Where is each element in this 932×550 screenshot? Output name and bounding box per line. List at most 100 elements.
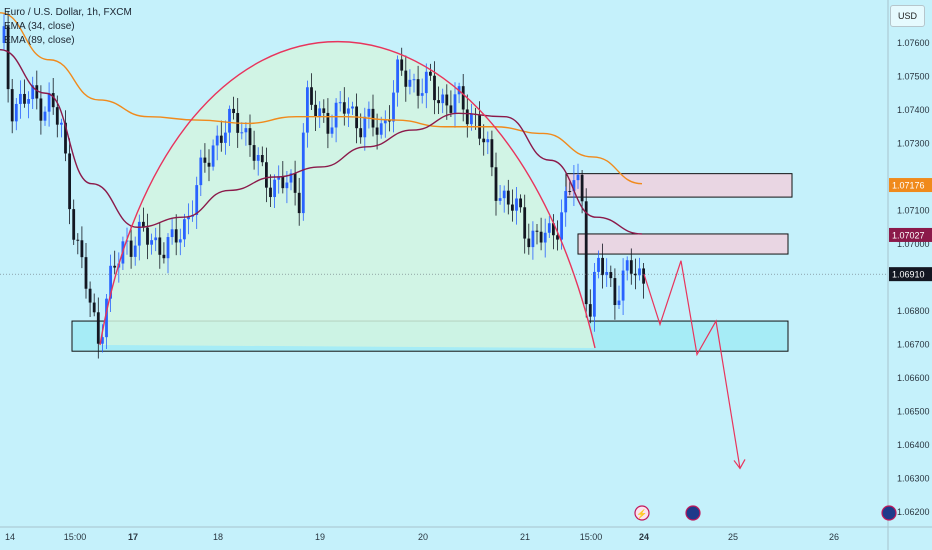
candle-body [310,87,313,105]
candle-body [535,230,539,232]
candle-body [593,271,596,317]
ema34-line [0,49,643,235]
candle-body [613,278,617,306]
candle-body [511,204,514,211]
candle-body [64,122,67,154]
candle-body [207,162,211,167]
candle-body [359,128,363,138]
candle-body [564,191,568,213]
candle-body [347,108,350,114]
candle-body [297,192,301,214]
candle-body [55,107,59,125]
x-tick-label: 21 [520,532,530,542]
candle-body [228,108,231,133]
candle-body [515,198,518,211]
candle-body [92,302,96,313]
x-tick-label: 18 [213,532,223,542]
y-tick-label: 1.06800 [897,306,930,316]
x-tick-label: 20 [418,532,428,542]
event-icon-flash[interactable] [634,505,650,521]
y-tick-label: 1.06600 [897,373,930,383]
zone-resistance-upper [565,173,793,198]
candle-body [277,176,281,180]
candle-body [232,108,235,114]
y-tick-label: 1.07100 [897,206,930,216]
candle-body [605,272,609,276]
candle-body [260,154,264,163]
candle-body [96,312,100,344]
candle-body [146,227,149,245]
candle-body [597,257,600,272]
candle-body [556,235,559,240]
candle-body [109,265,112,299]
candle-body [244,128,248,133]
candle-body [72,209,76,240]
candle-body [400,59,404,71]
symbol-title: Euro / U.S. Dollar, 1h, FXCM [4,7,132,18]
candle-body [543,232,547,243]
candle-body [137,221,141,246]
candle-body [150,240,153,245]
y-tick-label: 1.07400 [897,105,930,115]
y-tick-label: 1.07300 [897,139,930,149]
candle-body [461,86,465,110]
currency-button[interactable]: USD [890,5,925,27]
candle-body [129,240,133,257]
candle-body [486,139,490,143]
candle-body [101,337,104,344]
candle-body [408,79,412,87]
candle-body [195,185,199,215]
candle-body [367,108,371,117]
candle-body [429,71,432,76]
candle-body [437,100,440,104]
price-badge [889,267,932,282]
candle-body [187,216,190,220]
x-tick-label: 15:00 [64,532,87,542]
candle-body [576,174,580,181]
candle-body [629,260,633,274]
y-tick-label: 1.07600 [897,38,930,48]
candle-body [219,135,223,143]
candle-body [178,239,182,243]
candle-body [527,238,531,248]
candle-body [498,198,502,201]
y-tick-label: 1.06400 [897,440,930,450]
candle-body [453,94,457,113]
candle-body [2,26,6,43]
candle-body [162,254,166,259]
x-tick-label: 17 [128,532,138,542]
candle-body [490,139,494,168]
rounding-top-arc [99,41,596,349]
candle-body [203,157,207,163]
event-icon-flag-1[interactable] [685,505,701,521]
event-icon-flag-2[interactable] [881,505,897,521]
candle-body [625,260,629,271]
candle-body [330,127,334,134]
candle-body [445,94,449,106]
candle-body [638,268,641,276]
legend-ema89[interactable]: EMA (89, close) [4,35,75,46]
candle-body [342,102,346,114]
candle-body [351,106,354,109]
candle-body [10,89,14,122]
candle-body [105,298,108,338]
candle-body [388,120,391,122]
price-badge [889,178,932,193]
candle-body [412,79,416,81]
candle-body [502,190,506,199]
candle-body [539,231,543,243]
candle-body [306,87,309,133]
candle-body [572,180,576,192]
price-badge [889,227,932,242]
candle-body [142,221,145,228]
candle-body [166,237,170,259]
legend-ema34[interactable]: EMA (34, close) [4,21,75,32]
candle-body [224,132,227,143]
candle-body [252,145,256,161]
y-tick-label: 1.06700 [897,340,930,350]
candle-body [424,71,428,94]
candle-body [51,93,55,108]
candle-body [76,239,80,241]
